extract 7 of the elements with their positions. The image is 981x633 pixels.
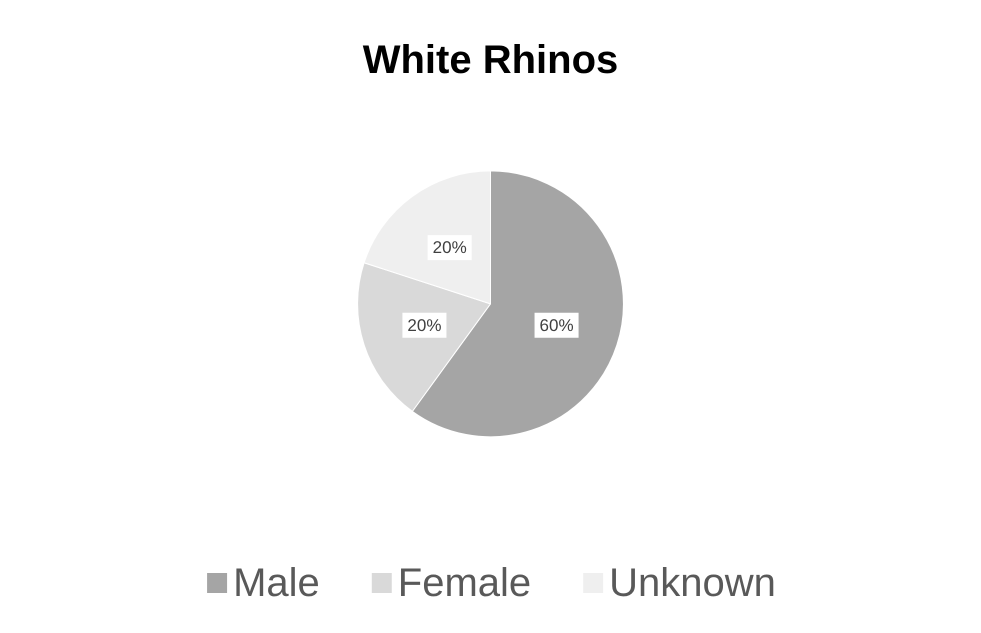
legend-label: Male: [233, 561, 320, 605]
legend-label: Female: [398, 561, 532, 605]
chart-title: White Rhinos: [362, 38, 618, 82]
legend-label: Unknown: [609, 561, 776, 605]
data-label: 20%: [432, 238, 467, 258]
data-label: 60%: [540, 316, 574, 335]
data-label: 20%: [407, 316, 442, 335]
